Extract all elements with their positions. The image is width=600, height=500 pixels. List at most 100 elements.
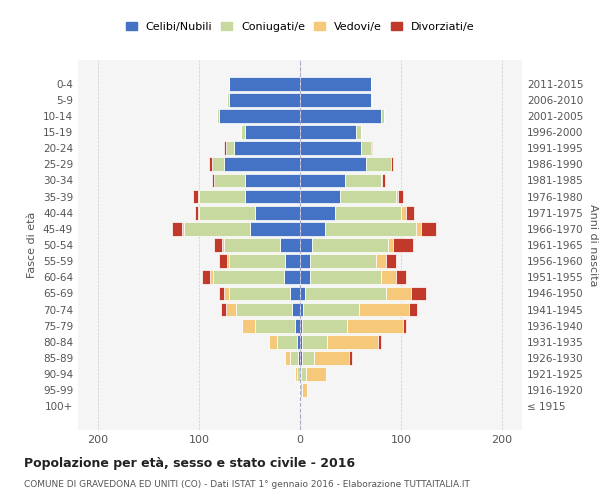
Bar (245, 125, 300, 139)
Bar (378, 335, 381, 348)
Bar (202, 270, 210, 284)
Bar (300, 351, 302, 365)
Bar (242, 319, 254, 332)
Bar (398, 190, 403, 203)
Bar (219, 254, 227, 268)
Bar (224, 142, 226, 155)
Bar (221, 302, 226, 316)
Bar (254, 206, 300, 220)
Bar (300, 125, 355, 139)
Legend: Celibi/Nubili, Coniugati/e, Vedovi/e, Divorziati/e: Celibi/Nubili, Coniugati/e, Vedovi/e, Di… (121, 18, 479, 36)
Bar (301, 367, 306, 381)
Bar (381, 174, 382, 188)
Bar (193, 190, 198, 203)
Bar (226, 142, 235, 155)
Bar (299, 384, 300, 397)
Bar (245, 190, 300, 203)
Bar (303, 302, 359, 316)
Bar (224, 286, 229, 300)
Bar (376, 254, 386, 268)
Bar (269, 335, 277, 348)
Text: Popolazione per età, sesso e stato civile - 2016: Popolazione per età, sesso e stato civil… (24, 458, 355, 470)
Bar (227, 254, 229, 268)
Bar (300, 93, 371, 106)
Bar (349, 351, 352, 365)
Bar (297, 367, 300, 381)
Bar (346, 174, 381, 188)
Bar (381, 109, 384, 123)
Bar (382, 174, 385, 188)
Bar (340, 190, 396, 203)
Bar (250, 222, 300, 235)
Bar (172, 222, 182, 235)
Bar (300, 222, 325, 235)
Bar (295, 319, 300, 332)
Bar (300, 286, 305, 300)
Bar (214, 238, 223, 252)
Bar (235, 142, 300, 155)
Bar (224, 238, 280, 252)
Bar (347, 319, 403, 332)
Bar (210, 270, 213, 284)
Bar (300, 142, 361, 155)
Bar (396, 270, 406, 284)
Bar (393, 238, 413, 252)
Bar (290, 351, 298, 365)
Y-axis label: Anni di nascita: Anni di nascita (587, 204, 598, 286)
Bar (411, 286, 426, 300)
Bar (229, 254, 285, 268)
Bar (295, 367, 297, 381)
Bar (365, 158, 391, 171)
Bar (300, 367, 301, 381)
Bar (310, 254, 376, 268)
Bar (284, 270, 300, 284)
Bar (277, 335, 297, 348)
Bar (245, 174, 300, 188)
Bar (182, 222, 184, 235)
Bar (300, 384, 302, 397)
Bar (361, 142, 371, 155)
Y-axis label: Fasce di età: Fasce di età (28, 212, 37, 278)
Bar (285, 351, 290, 365)
Bar (302, 335, 327, 348)
Bar (290, 286, 300, 300)
Bar (198, 206, 199, 220)
Bar (297, 335, 300, 348)
Bar (305, 286, 386, 300)
Bar (229, 93, 300, 106)
Bar (227, 93, 229, 106)
Bar (300, 190, 340, 203)
Bar (403, 319, 406, 332)
Bar (381, 270, 396, 284)
Bar (195, 206, 198, 220)
Bar (236, 302, 292, 316)
Bar (199, 206, 254, 220)
Bar (302, 319, 347, 332)
Bar (300, 238, 312, 252)
Bar (300, 158, 365, 171)
Bar (300, 206, 335, 220)
Bar (388, 238, 393, 252)
Bar (335, 206, 401, 220)
Bar (300, 335, 302, 348)
Bar (300, 174, 346, 188)
Bar (209, 158, 212, 171)
Bar (229, 77, 300, 90)
Bar (314, 351, 349, 365)
Bar (409, 302, 417, 316)
Bar (229, 286, 290, 300)
Bar (280, 238, 300, 252)
Bar (416, 222, 421, 235)
Bar (300, 254, 310, 268)
Bar (222, 238, 224, 252)
Bar (355, 125, 361, 139)
Bar (212, 174, 214, 188)
Bar (198, 190, 199, 203)
Bar (302, 384, 307, 397)
Text: COMUNE DI GRAVEDONA ED UNITI (CO) - Dati ISTAT 1° gennaio 2016 - Elaborazione TU: COMUNE DI GRAVEDONA ED UNITI (CO) - Dati… (24, 480, 470, 489)
Bar (285, 254, 300, 268)
Bar (421, 222, 436, 235)
Bar (396, 190, 398, 203)
Bar (302, 351, 314, 365)
Bar (386, 254, 396, 268)
